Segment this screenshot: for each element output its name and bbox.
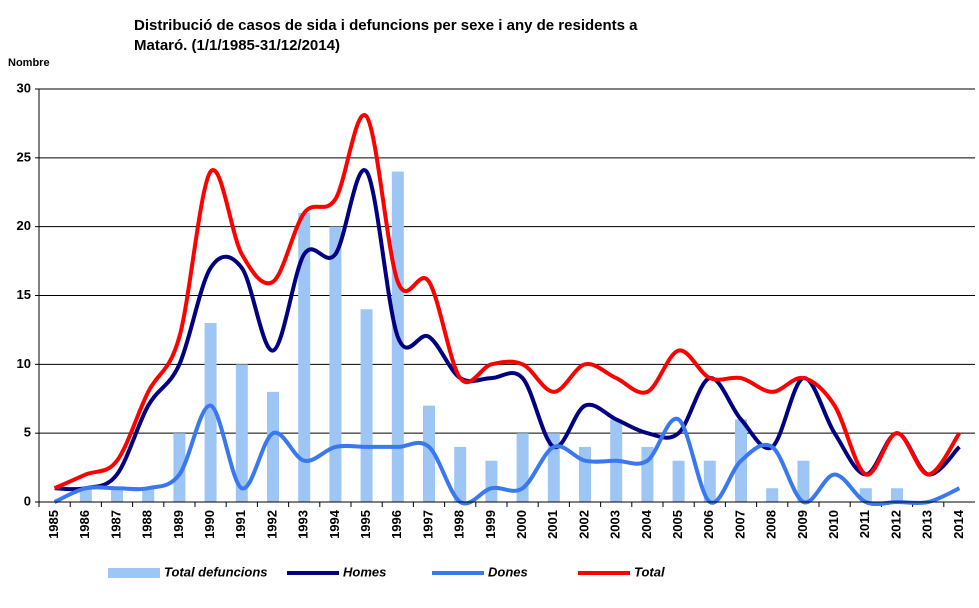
bar — [235, 364, 248, 502]
legend-label: Dones — [488, 564, 528, 579]
x-tick-label: 1986 — [77, 510, 92, 539]
legend-label: Homes — [343, 564, 386, 579]
x-tick-label: 1999 — [483, 510, 498, 539]
x-tick-label: 1989 — [171, 510, 186, 539]
x-tick-label: 1988 — [140, 510, 155, 539]
bar — [360, 309, 373, 502]
x-tick-label: 1997 — [420, 510, 435, 539]
x-tick-label: 1985 — [46, 510, 61, 539]
x-tick-label: 2001 — [545, 510, 560, 539]
x-tick-label: 1991 — [233, 510, 248, 539]
x-tick-label: 2011 — [857, 510, 872, 538]
x-tick-label: 2008 — [764, 510, 779, 539]
x-tick-label: 2000 — [514, 510, 529, 539]
y-tick-label: 0 — [24, 493, 31, 508]
line — [53, 403, 961, 507]
y-tick-label: 5 — [24, 425, 31, 440]
bar — [173, 433, 186, 502]
x-tick-label: 1993 — [296, 510, 311, 539]
x-tick-label: 1990 — [202, 510, 217, 539]
x-tick-label: 1998 — [452, 510, 467, 539]
legend-label: Total defuncions — [164, 564, 268, 579]
x-tick-label: 1994 — [327, 509, 342, 539]
line — [53, 112, 962, 491]
x-tick-label: 2010 — [826, 510, 841, 539]
bar — [142, 488, 155, 502]
bar — [267, 391, 279, 502]
x-tick-label: 2006 — [701, 510, 716, 539]
x-tick-label: 2007 — [732, 510, 747, 539]
bar — [579, 446, 591, 502]
bar — [703, 460, 716, 502]
x-tick-label: 2009 — [795, 510, 810, 539]
chart-title: Distribució de casos de sida i defuncion… — [134, 17, 638, 34]
x-tick-label: 2013 — [920, 510, 935, 539]
y-axis-label: Nombre — [8, 57, 50, 69]
bar — [329, 226, 342, 502]
bar — [485, 460, 498, 502]
bar — [891, 488, 903, 502]
x-tick-label: 2014 — [951, 509, 966, 539]
x-tick-label: 1987 — [108, 510, 123, 539]
chart-title: Mataró. (1/1/1985-31/12/2014) — [134, 37, 340, 54]
x-tick-label: 2002 — [576, 510, 591, 539]
bar — [79, 488, 92, 502]
legend-swatch — [108, 568, 160, 578]
bar — [298, 212, 311, 502]
line — [54, 168, 961, 492]
bar — [204, 323, 217, 502]
y-tick-label: 25 — [17, 149, 31, 164]
y-tick-label: 10 — [17, 356, 31, 371]
x-tick-label: 2005 — [670, 510, 685, 539]
bar — [423, 405, 435, 502]
legend-label: Total — [634, 564, 665, 579]
bar — [672, 460, 685, 502]
x-tick-label: 1995 — [358, 510, 373, 539]
bar — [454, 446, 467, 502]
bar — [766, 488, 779, 502]
x-tick-label: 2003 — [608, 510, 623, 539]
y-tick-label: 15 — [17, 287, 31, 302]
x-tick-label: 1992 — [264, 510, 279, 539]
bar — [797, 460, 810, 502]
y-tick-label: 30 — [17, 80, 31, 95]
y-tick-label: 20 — [17, 218, 31, 233]
x-tick-label: 2004 — [639, 509, 654, 539]
bar — [111, 488, 123, 502]
x-tick-label: 1996 — [389, 510, 404, 539]
x-tick-label: 2012 — [888, 510, 903, 539]
